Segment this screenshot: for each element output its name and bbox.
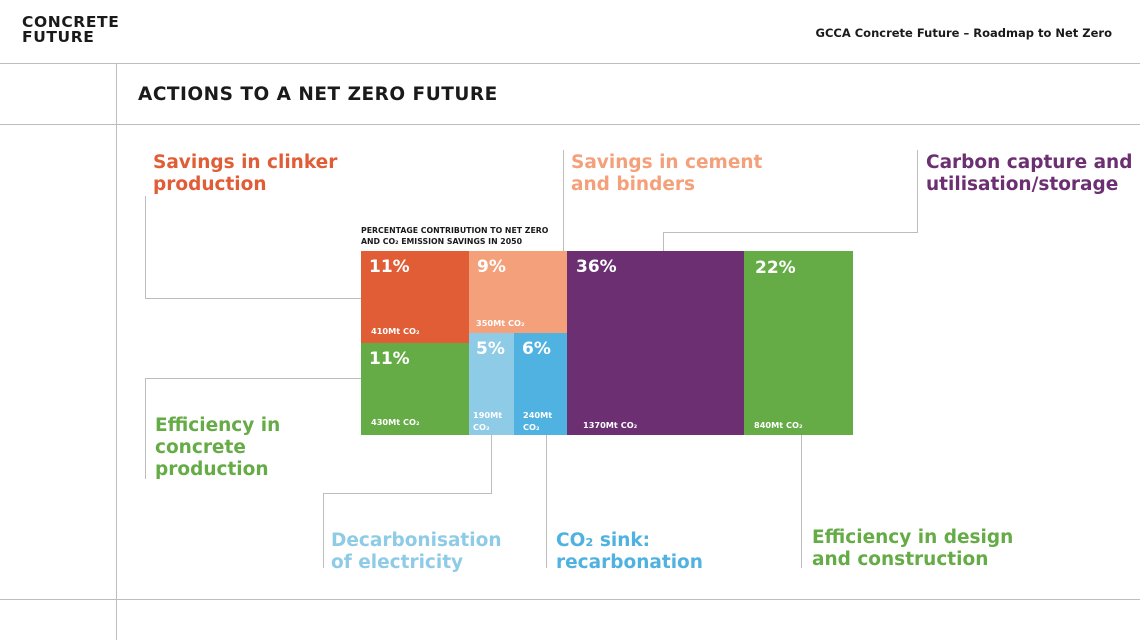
connector-recarbonation: [546, 435, 547, 568]
percent-label-clinker: 11%: [369, 257, 410, 277]
connector-electricity-drop: [323, 493, 324, 568]
left-column-divider: [116, 63, 117, 640]
savings-label-concrete: 430Mt CO₂: [371, 416, 420, 428]
savings-label-design: 840Mt CO₂: [754, 419, 803, 431]
page-title: ACTIONS TO A NET ZERO FUTURE: [138, 84, 498, 105]
header-divider: [0, 63, 1140, 64]
title-divider: [0, 124, 1140, 125]
percent-label-recarbonation: 6%: [522, 339, 551, 359]
treemap-cell-concrete: 11% 430Mt CO₂: [361, 343, 469, 435]
footer-divider: [0, 599, 1140, 600]
savings-label-clinker: 410Mt CO₂: [371, 325, 420, 337]
treemap-cell-clinker: 11% 410Mt CO₂: [361, 251, 469, 343]
treemap-cell-recarbonation: 6% 240Mt CO₂: [514, 333, 567, 435]
percent-label-ccus: 36%: [576, 257, 617, 277]
category-label-clinker: Savings in clinker production: [153, 152, 337, 196]
percent-label-cement: 9%: [477, 257, 506, 277]
connector-design: [801, 435, 802, 568]
category-label-ccus: Carbon capture and utilisation/storage: [926, 152, 1132, 196]
treemap-cell-ccus: 36% 1370Mt CO₂: [567, 251, 744, 435]
percent-label-concrete: 11%: [369, 349, 410, 369]
treemap-cell-cement: 9% 350Mt CO₂: [469, 251, 567, 333]
concrete-future-logo: CONCRETE FUTURE: [22, 15, 119, 45]
treemap-cell-design: 22% 840Mt CO₂: [744, 251, 853, 435]
savings-label-electricity: 190Mt CO₂: [473, 409, 502, 433]
document-title: GCCA Concrete Future – Roadmap to Net Ze…: [816, 26, 1112, 40]
category-label-cement: Savings in cement and binders: [571, 152, 762, 196]
category-label-concrete: Efficiency in concrete production: [155, 415, 280, 481]
category-label-recarbonation: CO₂ sink: recarbonation: [556, 530, 703, 574]
category-label-electricity: Decarbonisation of electricity: [331, 530, 502, 574]
treemap-cell-electricity: 5% 190Mt CO₂: [469, 333, 514, 435]
percent-label-electricity: 5%: [476, 339, 505, 359]
connector-ccus-drop: [663, 232, 664, 251]
savings-label-cement: 350Mt CO₂: [476, 317, 525, 329]
connector-cement: [563, 150, 564, 251]
category-label-design: Efficiency in design and construction: [812, 527, 1013, 571]
connector-clinker: [145, 196, 362, 299]
savings-label-ccus: 1370Mt CO₂: [583, 419, 637, 431]
connector-electricity: [323, 435, 492, 494]
chart-title: PERCENTAGE CONTRIBUTION TO NET ZERO AND …: [361, 225, 548, 247]
percent-label-design: 22%: [755, 258, 796, 278]
logo-line-2: FUTURE: [22, 30, 119, 45]
savings-label-recarbonation: 240Mt CO₂: [523, 409, 552, 433]
